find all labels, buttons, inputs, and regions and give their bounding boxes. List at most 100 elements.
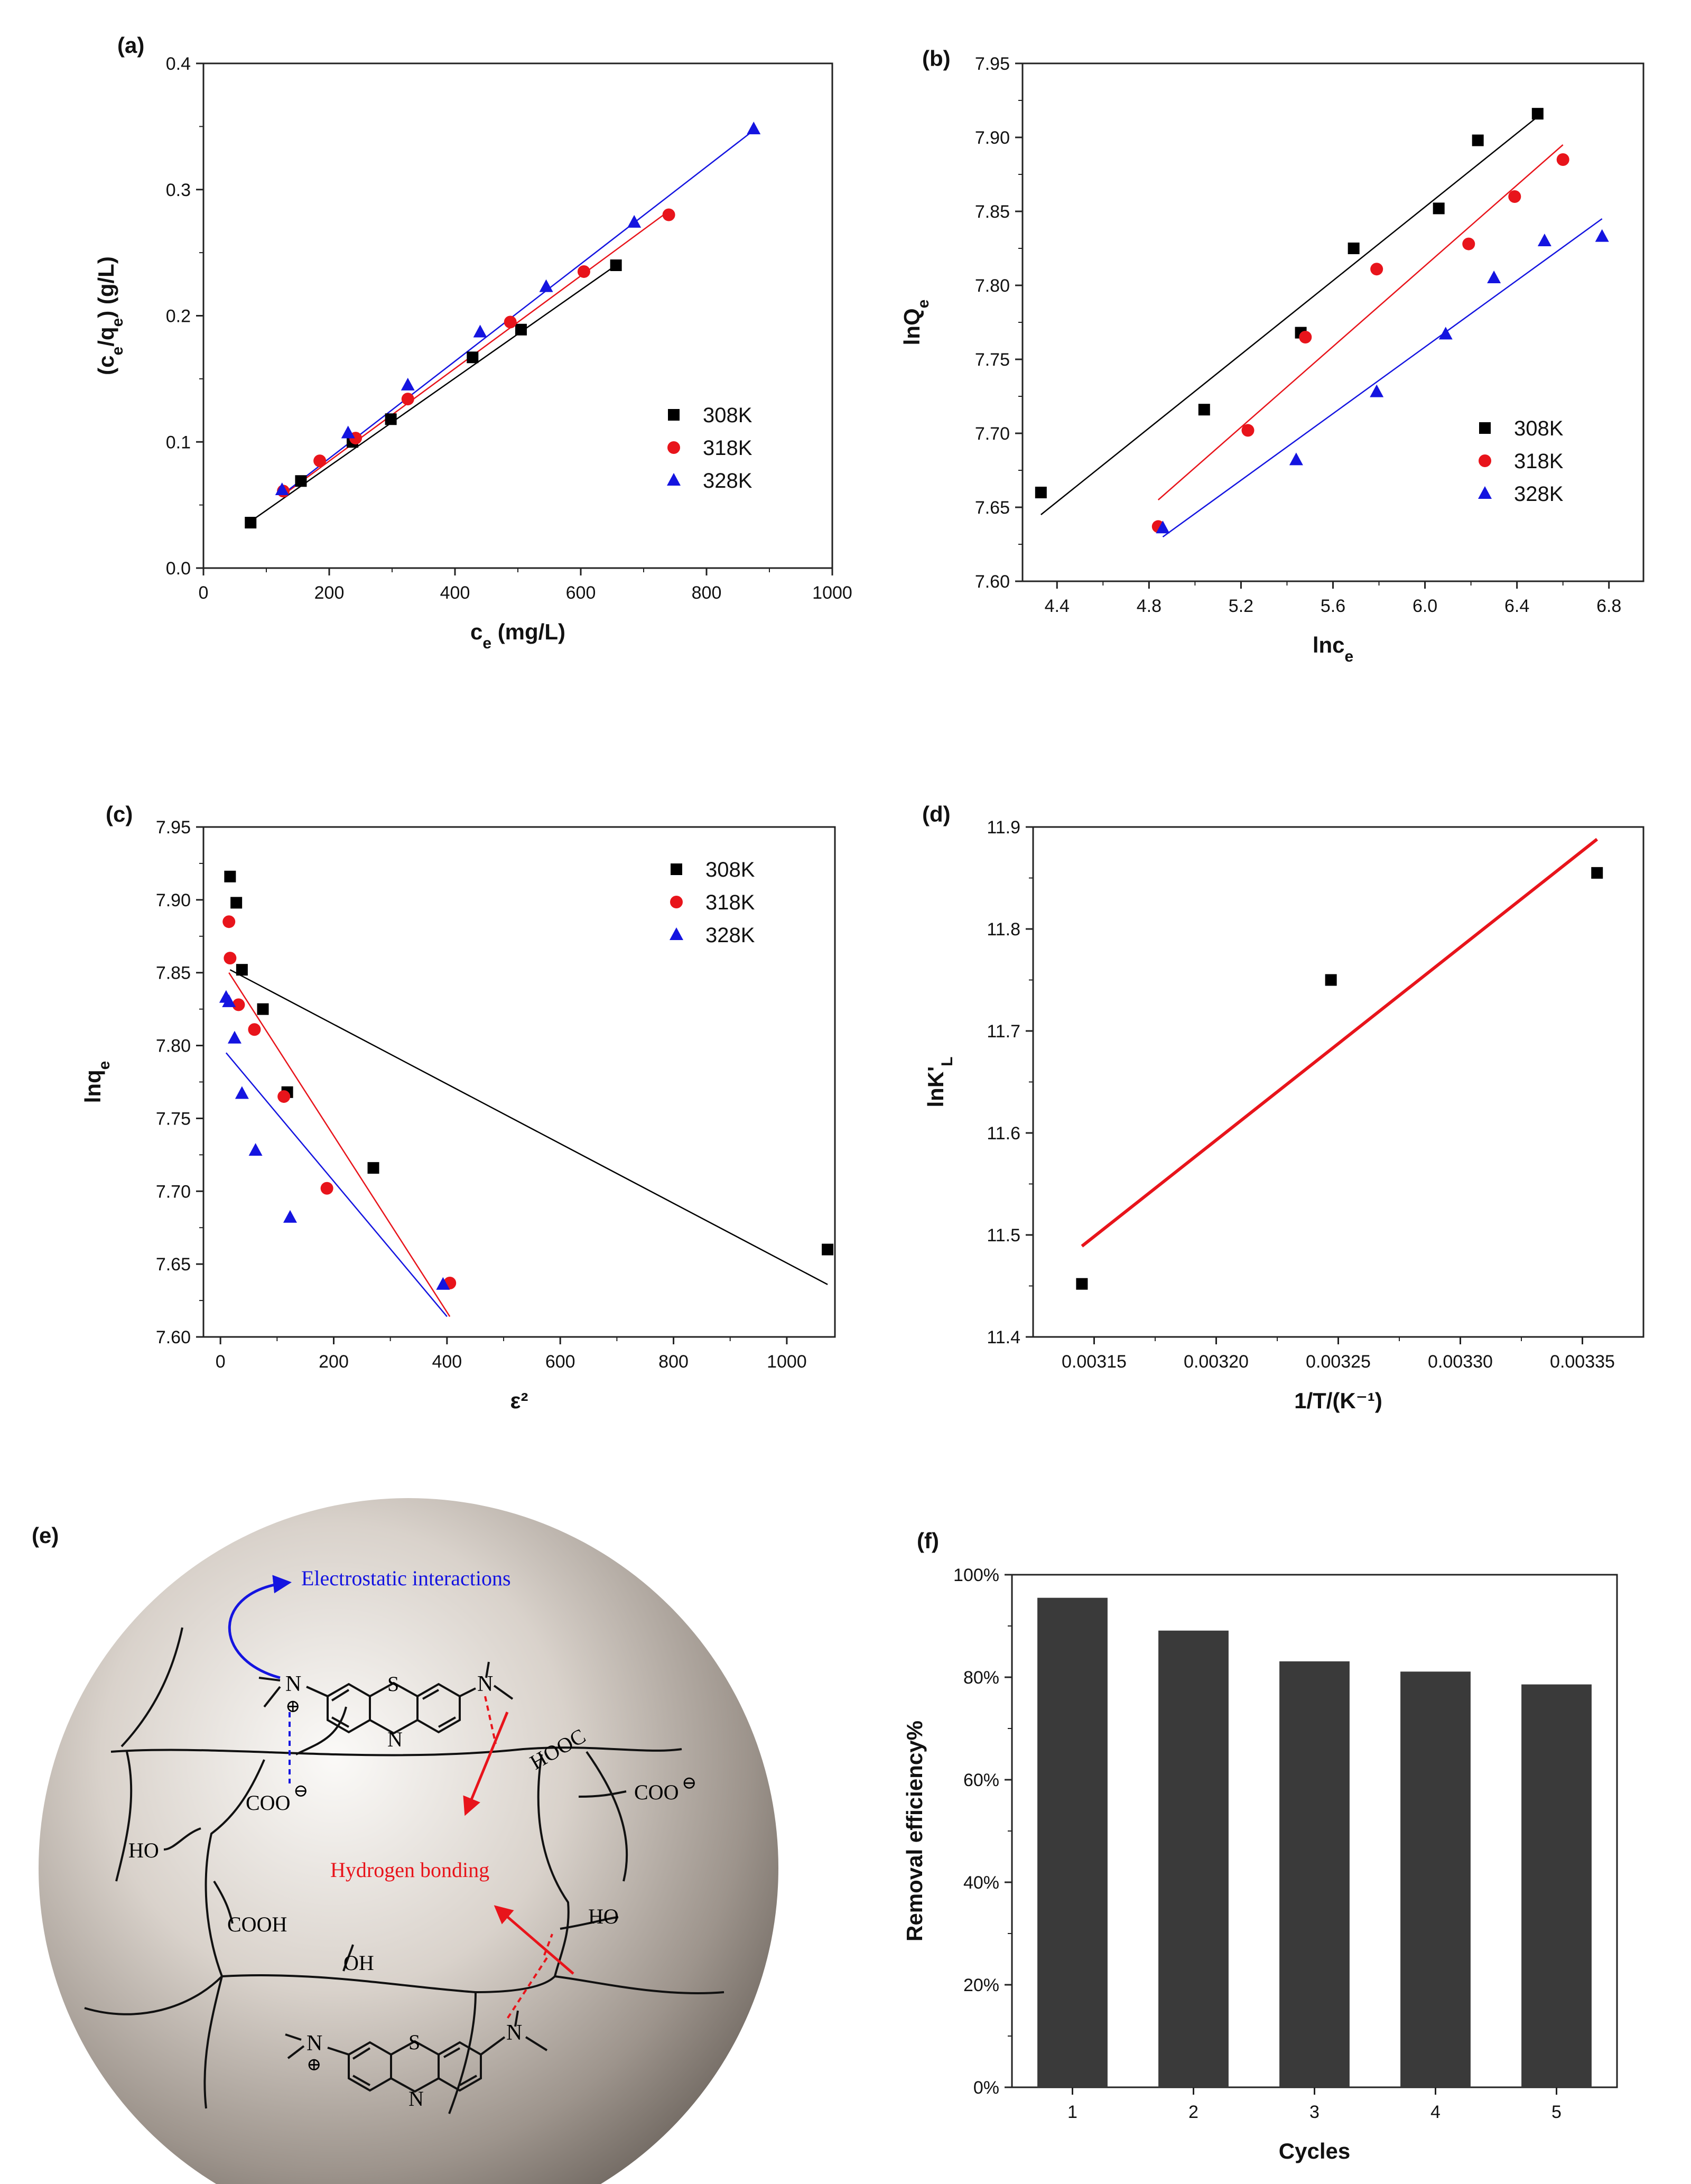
data-point-328K [283, 1210, 297, 1223]
x-tick-label: 2 [1188, 2102, 1198, 2122]
hbond-arrow-1 [463, 1712, 509, 1816]
polymer-network [84, 1627, 724, 2114]
data-point-308K [224, 870, 236, 882]
bar-cycle-3 [1279, 1661, 1350, 2087]
data-point-308K [367, 1162, 379, 1174]
data-point-328K [1487, 271, 1501, 283]
group-cooh: COOH [227, 1912, 287, 1936]
x-tick-label: 0 [216, 1352, 226, 1372]
legend-label-308K: 308K [705, 858, 755, 881]
x-axis-label: lnce [1313, 633, 1353, 665]
y-tick-label: 0% [973, 2078, 999, 2098]
y-tick-label: 7.65 [975, 498, 1010, 518]
legend-marker-328K [667, 473, 681, 486]
y-tick-label: 0.4 [166, 54, 191, 74]
x-tick-label: 0.00320 [1184, 1352, 1249, 1372]
x-tick-label: 0.00325 [1306, 1352, 1371, 1372]
data-point-308K [467, 351, 479, 364]
data-point-308K [1531, 108, 1544, 120]
bar-cycle-1 [1037, 1597, 1108, 2087]
data-point-328K [1156, 521, 1170, 534]
data-point-308K [1035, 487, 1047, 498]
x-tick-label: 5.2 [1229, 596, 1253, 616]
data-point-328K [1370, 384, 1384, 397]
data-point-308K [822, 1243, 834, 1256]
mb2-plus: ⊕ [306, 2055, 322, 2075]
electrostatic-label: Electrostatic interactions [301, 1566, 511, 1590]
x-tick-label: 6.8 [1596, 596, 1621, 616]
mb1-n-ring: N [387, 1727, 403, 1751]
data-point-318K [401, 393, 414, 406]
legend-marker-328K [670, 927, 683, 940]
hbond-label: Hydrogen bonding [330, 1858, 489, 1882]
data-point-308K [295, 475, 307, 487]
data-point-308K [1348, 243, 1360, 254]
x-axis-label: ce (mg/L) [470, 619, 565, 652]
y-tick-label: 7.75 [156, 1109, 191, 1129]
data-point-328K [473, 324, 487, 338]
legend-label-318K: 318K [705, 891, 755, 914]
fit-line-318K [228, 972, 451, 1317]
data-point-328K [401, 377, 415, 391]
y-tick-label: 11.6 [987, 1123, 1020, 1144]
data-point-318K [1370, 263, 1383, 276]
legend-marker-318K [670, 896, 683, 908]
mb2-s: S [408, 2030, 420, 2054]
x-tick-label: 800 [658, 1352, 689, 1372]
panel-d-chart: (d) 0.00315 0.00320 0.00325 0.00330 0.00335 11… [922, 802, 1644, 1413]
y-tick-label: 7.70 [156, 1182, 191, 1202]
data-point-308K [236, 964, 248, 976]
data-point-318K [313, 454, 327, 468]
x-tick-label: 6.4 [1504, 596, 1529, 616]
y-tick-label: 7.90 [975, 128, 1010, 148]
data-point-328K [341, 425, 355, 439]
data-point-308K [1472, 134, 1484, 146]
panel-e-label: (e) [32, 1523, 59, 1548]
panel-label: (b) [922, 46, 951, 71]
y-tick-label: 100% [953, 1565, 999, 1585]
hbond-dashed-line-2 [543, 1934, 553, 1956]
data-point-308K [1198, 404, 1210, 416]
y-tick-label: 11.5 [987, 1225, 1020, 1246]
mb2-n-ring: N [408, 2087, 424, 2111]
legend-marker-308K [1479, 422, 1491, 434]
x-tick-label: 800 [692, 583, 722, 603]
methylene-blue-molecule-1 [258, 1661, 514, 1735]
y-tick-label: 0.1 [166, 432, 191, 452]
legend-label-328K: 328K [705, 924, 755, 947]
legend-label-318K: 318K [1514, 450, 1564, 473]
x-tick-label: 200 [314, 583, 345, 603]
y-tick-label: 11.9 [987, 817, 1020, 838]
group-coo-1: COO [246, 1791, 290, 1815]
x-tick-label: 0.00315 [1062, 1352, 1127, 1372]
group-coo-2: COO [634, 1780, 679, 1804]
data-point-328K [1289, 452, 1303, 466]
x-tick-label: 600 [566, 583, 596, 603]
x-tick-label: 5 [1551, 2102, 1562, 2122]
data-point-308K [245, 517, 257, 529]
fit-line-308K [1040, 116, 1538, 515]
y-tick-label: 7.95 [975, 54, 1010, 74]
legend-marker-318K [667, 441, 680, 454]
x-tick-label: 1000 [812, 583, 852, 603]
y-tick-label: 0.3 [166, 180, 191, 200]
legend-label-318K: 318K [703, 436, 752, 460]
y-tick-label: 7.80 [156, 1036, 191, 1056]
methylene-blue-molecule-2 [285, 2010, 548, 2093]
data-point-318K [1241, 424, 1255, 437]
y-tick-label: 0.2 [166, 306, 191, 327]
x-tick-label: 0 [199, 583, 209, 603]
fit-line-328K [225, 1052, 448, 1317]
panel-e-diagram: (e) [32, 1498, 778, 2184]
y-tick-label: 7.60 [975, 572, 1010, 592]
fit-line-308K [229, 969, 828, 1285]
legend-marker-308K [668, 409, 680, 421]
x-tick-label: 1 [1067, 2102, 1077, 2122]
y-tick-label: 20% [963, 1975, 999, 1995]
data-point-318K [577, 265, 590, 278]
data-point-328K [1537, 234, 1551, 246]
x-tick-label: 400 [440, 583, 470, 603]
group-oh: OH [343, 1951, 374, 1975]
data-point-328K [747, 122, 761, 135]
